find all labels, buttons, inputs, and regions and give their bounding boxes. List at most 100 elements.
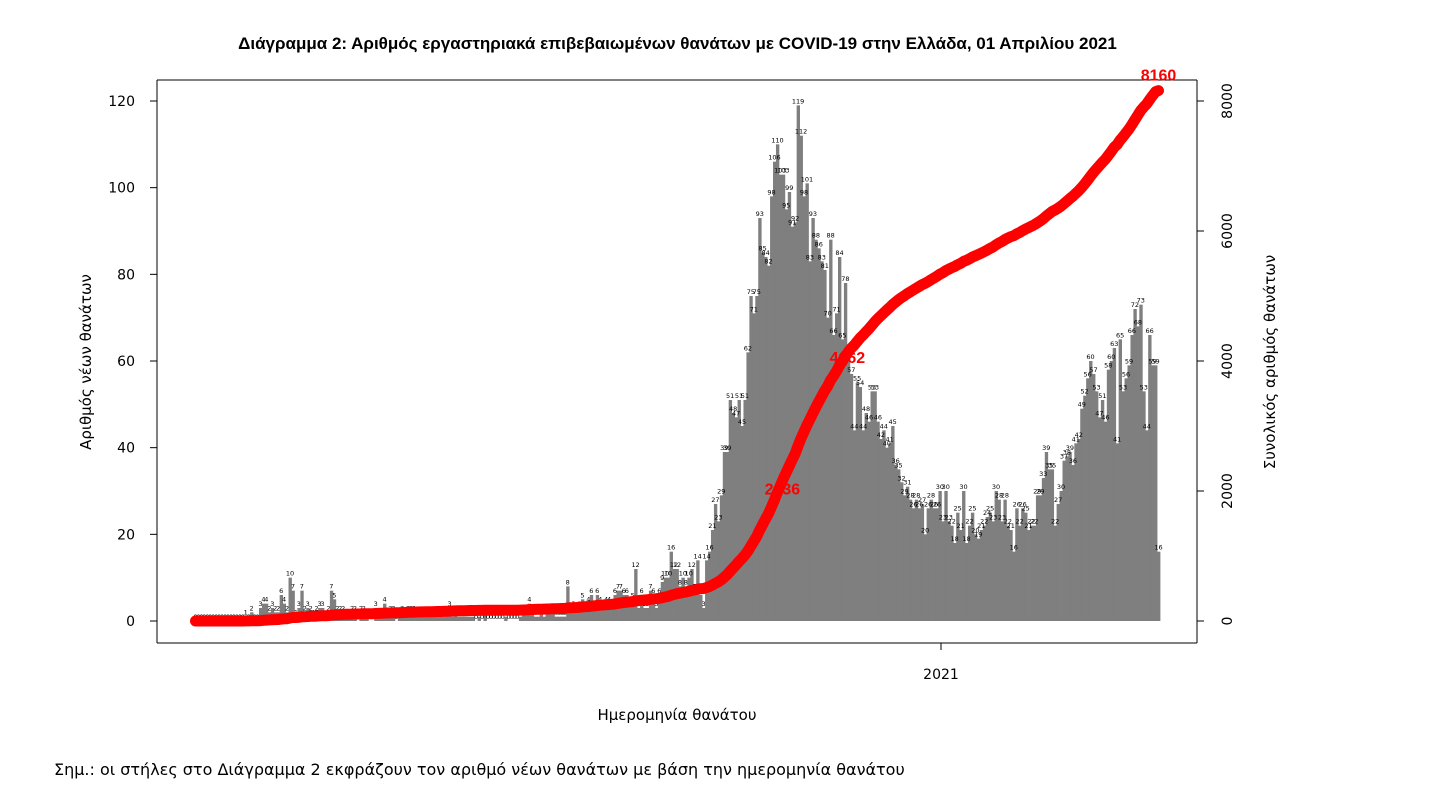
bar <box>1086 378 1090 621</box>
bar <box>713 504 718 621</box>
bar <box>891 426 895 621</box>
bar-value-label: 36 <box>1069 457 1077 465</box>
bar-value-label: 14 <box>694 552 702 560</box>
bar-value-label: 48 <box>729 405 737 413</box>
bar <box>817 248 821 622</box>
bar-value-label: 58 <box>1104 362 1112 370</box>
bar-value-label: 99 <box>785 184 793 192</box>
left-tick-label: 40 <box>117 441 135 457</box>
bar <box>932 508 936 621</box>
bar <box>985 517 990 621</box>
bar-value-label: 46 <box>874 414 882 422</box>
bar <box>908 499 913 621</box>
bar <box>258 608 263 621</box>
bar <box>758 218 762 621</box>
bar <box>746 352 750 621</box>
bar-value-label: 35 <box>1048 461 1056 469</box>
bar <box>784 209 789 622</box>
bar-value-label: 28 <box>912 492 920 500</box>
bar-value-label: 53 <box>1140 383 1148 391</box>
bar-value-label: 10 <box>679 570 687 578</box>
bar-value-label: 57 <box>847 366 855 374</box>
bar <box>1089 361 1093 621</box>
bar <box>1130 335 1134 621</box>
bar <box>805 183 809 622</box>
bar <box>427 616 431 621</box>
bar-value-label: 22 <box>980 518 988 526</box>
bar <box>764 257 768 621</box>
bar <box>905 486 910 621</box>
bar-value-label: 26 <box>1018 500 1026 508</box>
bar <box>261 603 266 621</box>
bar <box>793 222 798 622</box>
bar <box>802 196 806 622</box>
bar <box>645 608 650 621</box>
bar-value-label: 3 <box>270 600 274 608</box>
bar <box>953 543 957 621</box>
bar-value-label: 0 <box>486 613 490 621</box>
bar <box>459 616 464 621</box>
bar-value-label: 6 <box>651 587 655 595</box>
bar <box>710 530 715 621</box>
bar <box>1083 395 1087 621</box>
bar-value-label: 16 <box>1010 544 1018 552</box>
right-axis-ticks: 0 2000 4000 6000 8000 <box>1197 83 1236 625</box>
bar-value-label: 53 <box>1092 383 1100 391</box>
bar-value-label: 73 <box>1137 297 1145 305</box>
right-tick-label: 0 <box>1220 617 1236 626</box>
bar-value-label: 47 <box>732 409 740 417</box>
bar-value-label: 44 <box>859 422 867 430</box>
bar-value-label: 2 <box>341 604 345 612</box>
bar <box>569 612 573 621</box>
bar <box>291 590 295 621</box>
bar-value-label: 4 <box>264 596 268 604</box>
bar-value-label: 98 <box>767 188 775 196</box>
bar <box>669 551 673 621</box>
bar-value-label: 26 <box>933 500 941 508</box>
left-tick-label: 120 <box>108 94 135 110</box>
bar-value-label: 106 <box>768 154 780 162</box>
bar-value-label: 0 <box>492 613 496 621</box>
bar-value-label: 46 <box>1101 414 1109 422</box>
bar <box>536 616 541 621</box>
bar-value-label: 6 <box>657 587 661 595</box>
bar-value-label: 16 <box>667 544 675 552</box>
bar-value-label: 22 <box>965 518 973 526</box>
bar-value-label: 21 <box>1024 522 1032 530</box>
bar-value-label: 63 <box>1110 340 1118 348</box>
bar <box>403 616 408 621</box>
bar-value-label: 36 <box>891 457 899 465</box>
bar <box>386 616 390 621</box>
bar <box>468 616 473 621</box>
bar-value-label: 39 <box>1066 444 1074 452</box>
bar <box>1038 495 1043 621</box>
bar <box>1018 525 1022 621</box>
bar-value-label: 44 <box>880 422 888 430</box>
bar <box>1059 491 1063 621</box>
bar-value-label: 71 <box>832 305 840 313</box>
bar <box>719 495 724 621</box>
bar <box>867 421 871 621</box>
bar <box>956 512 960 621</box>
bar-value-label: 40 <box>883 440 891 448</box>
bar-value-label: 93 <box>809 210 817 218</box>
bar-value-label: 88 <box>826 232 834 240</box>
bar <box>1044 452 1049 621</box>
bar-value-label: 78 <box>841 275 849 283</box>
bar-value-label: 4 <box>261 596 265 604</box>
bar <box>572 608 576 621</box>
right-tick-label: 4000 <box>1220 343 1236 379</box>
bar-value-label: 23 <box>998 513 1006 521</box>
bar-value-label: 10 <box>685 570 693 578</box>
bar <box>1157 551 1161 621</box>
bar-value-label: 66 <box>1128 327 1136 335</box>
bar <box>870 391 874 621</box>
bar <box>734 417 738 621</box>
bar-value-label: 3 <box>702 600 706 608</box>
bar-value-label: 27 <box>711 496 719 504</box>
bar <box>533 616 538 621</box>
bar <box>944 491 948 621</box>
bar <box>1050 469 1055 621</box>
bar-value-label: 0 <box>495 613 499 621</box>
bar <box>1095 391 1099 621</box>
